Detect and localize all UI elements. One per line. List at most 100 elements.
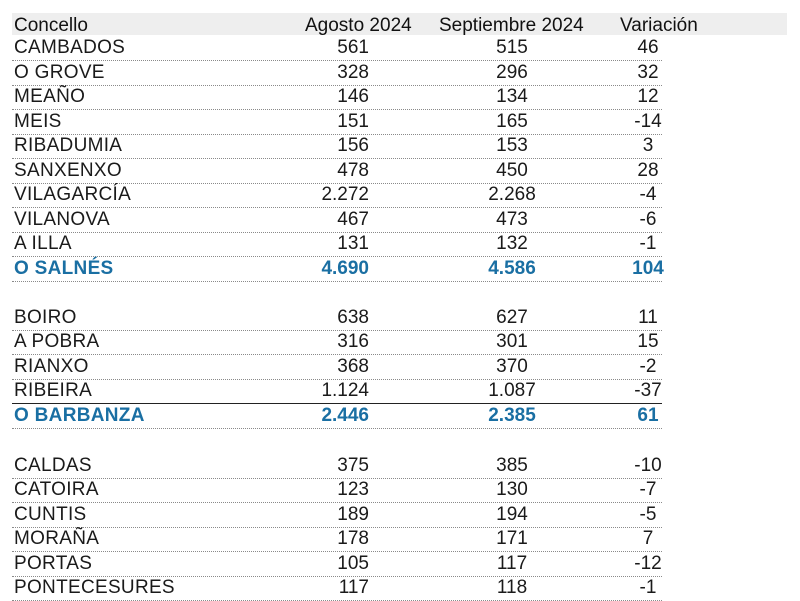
header-concello: Concello	[14, 15, 88, 36]
row-name: RIANXO	[14, 356, 89, 377]
table-row: A POBRA 316 301 15	[12, 330, 662, 355]
table-row: MEAÑO 146 134 12	[12, 85, 662, 110]
row-variacion: 3	[642, 135, 654, 156]
row-septiembre: 153	[496, 135, 528, 156]
row-variacion: 32	[637, 62, 659, 83]
row-septiembre: 627	[496, 307, 528, 328]
row-septiembre: 473	[496, 209, 528, 230]
row-variacion: -4	[639, 184, 657, 205]
total-septiembre: 2.385	[488, 405, 536, 426]
row-agosto: 156	[337, 135, 369, 156]
table-row: A ILLA 131 132 -1	[12, 232, 662, 257]
row-septiembre: 2.268	[488, 184, 536, 205]
row-agosto: 178	[337, 528, 369, 549]
row-name: MORAÑA	[14, 528, 100, 549]
row-agosto: 189	[337, 504, 369, 525]
row-agosto: 151	[337, 111, 369, 132]
row-agosto: 2.272	[321, 184, 369, 205]
row-agosto: 478	[337, 160, 369, 181]
table-row: PORTAS 105 117 -12	[12, 552, 662, 577]
row-septiembre: 370	[496, 356, 528, 377]
total-row-salnes: O SALNÉS 4.690 4.586 104	[12, 257, 664, 282]
row-name: SANXENXO	[14, 160, 122, 181]
row-name: VILAGARCÍA	[14, 184, 132, 205]
table-row: BOIRO 638 627 11	[12, 306, 662, 331]
total-variacion: 61	[637, 405, 659, 426]
total-septiembre: 4.586	[488, 258, 536, 279]
row-septiembre: 301	[496, 331, 528, 352]
row-name: RIBADUMIA	[14, 135, 123, 156]
row-septiembre: 515	[496, 37, 528, 58]
row-name: A POBRA	[14, 331, 100, 352]
table-row: RIANXO 368 370 -2	[12, 355, 662, 380]
table-row: SANXENXO 478 450 28	[12, 159, 662, 184]
row-agosto: 117	[338, 577, 369, 598]
row-variacion: -7	[639, 479, 657, 500]
row-variacion: -2	[639, 356, 657, 377]
table-row: MEIS 151 165 -14	[12, 110, 662, 135]
row-agosto: 638	[337, 307, 369, 328]
row-agosto: 1.124	[321, 380, 369, 401]
table-row: CALDAS 375 385 -10	[12, 454, 662, 479]
row-agosto: 105	[337, 553, 369, 574]
row-name: CUNTIS	[14, 504, 87, 525]
row-name: O GROVE	[14, 62, 105, 83]
row-variacion: 7	[642, 528, 654, 549]
table-row: VILAGARCÍA 2.272 2.268 -4	[12, 183, 662, 208]
table-row: CAMBADOS 561 515 46	[12, 36, 662, 61]
header-septiembre: Septiembre 2024	[439, 15, 584, 36]
row-variacion: -12	[634, 553, 662, 574]
row-name: CATOIRA	[14, 479, 99, 500]
row-variacion: -10	[634, 455, 662, 476]
total-row-barbanza: O BARBANZA 2.446 2.385 61	[12, 404, 662, 429]
row-septiembre: 134	[496, 86, 528, 107]
row-agosto: 123	[337, 479, 369, 500]
total-agosto: 4.690	[321, 258, 369, 279]
table-row: CUNTIS 189 194 -5	[12, 503, 662, 528]
row-variacion: -37	[634, 380, 662, 401]
total-name: O SALNÉS	[14, 258, 114, 279]
row-name: A ILLA	[14, 233, 72, 254]
row-variacion: 15	[637, 331, 659, 352]
row-name: PONTECESURES	[14, 577, 175, 598]
row-septiembre: 132	[496, 233, 528, 254]
row-variacion: 12	[637, 86, 659, 107]
row-septiembre: 194	[496, 504, 528, 525]
table-row: RIBADUMIA 156 153 3	[12, 134, 662, 159]
row-name: RIBEIRA	[14, 380, 93, 401]
total-agosto: 2.446	[321, 405, 369, 426]
row-septiembre: 296	[496, 62, 528, 83]
row-name: PORTAS	[14, 553, 93, 574]
row-variacion: -1	[639, 233, 657, 254]
row-variacion: -1	[639, 577, 657, 598]
table-row: VILANOVA 467 473 -6	[12, 208, 662, 233]
header-agosto: Agosto 2024	[305, 15, 412, 36]
row-variacion: -6	[639, 209, 657, 230]
total-variacion: 104	[632, 258, 664, 279]
row-agosto: 316	[337, 331, 369, 352]
row-agosto: 375	[337, 455, 369, 476]
row-name: MEIS	[14, 111, 62, 132]
row-variacion: 11	[638, 307, 658, 328]
row-septiembre: 118	[496, 577, 528, 598]
header-variacion: Variación	[620, 15, 698, 36]
row-agosto: 328	[337, 62, 369, 83]
row-septiembre: 385	[496, 455, 528, 476]
row-variacion: -14	[634, 111, 662, 132]
row-agosto: 467	[337, 209, 369, 230]
table-row: RIBEIRA 1.124 1.087 -37	[12, 379, 662, 404]
row-septiembre: 450	[496, 160, 528, 181]
row-agosto: 368	[337, 356, 369, 377]
row-variacion: 28	[637, 160, 659, 181]
row-name: BOIRO	[14, 307, 77, 328]
row-septiembre: 1.087	[488, 380, 536, 401]
row-septiembre: 117	[496, 553, 528, 574]
row-name: MEAÑO	[14, 86, 86, 107]
row-septiembre: 165	[496, 111, 528, 132]
row-septiembre: 171	[496, 528, 528, 549]
row-septiembre: 130	[496, 479, 528, 500]
table-row: MORAÑA 178 171 7	[12, 527, 662, 552]
row-name: CALDAS	[14, 455, 92, 476]
row-agosto: 146	[337, 86, 369, 107]
